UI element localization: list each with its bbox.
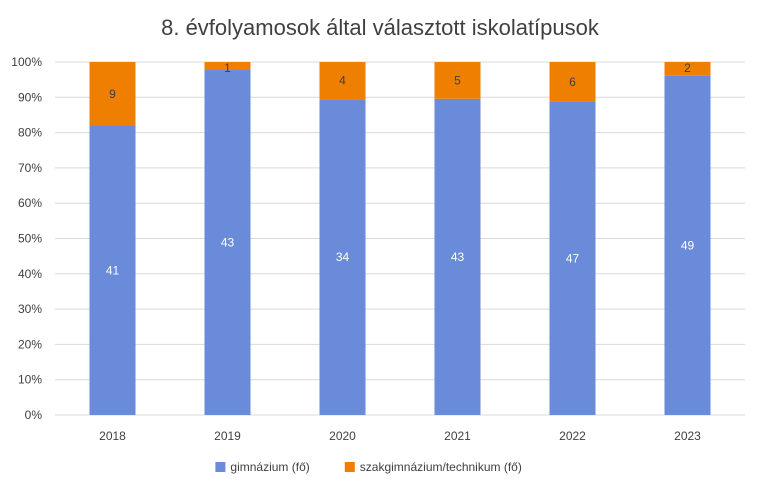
legend: gimnázium (fő) szakgimnázium/technikum (f… [215, 460, 522, 474]
data-label: 6 [569, 75, 576, 89]
y-tick-label: 60% [18, 196, 42, 210]
bar-segment-szakgimnazium-2019 [204, 62, 251, 71]
x-tick-label: 2022 [559, 429, 586, 443]
bar-segment-gimnazium-2021 [434, 98, 481, 415]
x-tick-label: 2018 [99, 429, 126, 443]
bar-segment-szakgimnazium-2022 [549, 62, 596, 102]
data-label: 41 [106, 263, 120, 277]
legend-label: gimnázium (fő) [230, 460, 309, 474]
bars: 41 9 43 1 34 4 43 5 47 6 49 2 [89, 61, 711, 415]
bar-segment-szakgimnazium-2020 [319, 62, 366, 100]
data-label: 2 [684, 61, 691, 75]
data-label: 4 [339, 74, 346, 88]
y-tick-label: 20% [18, 337, 42, 351]
y-tick-label: 30% [18, 302, 42, 316]
y-tick-label: 90% [18, 90, 42, 104]
y-tick-label: 50% [18, 232, 42, 246]
y-tick-label: 10% [18, 373, 42, 387]
bar-segment-gimnazium-2022 [549, 101, 596, 415]
bar-segment-szakgimnazium-2018 [89, 62, 136, 126]
bar-segment-szakgimnazium-2021 [434, 62, 481, 99]
y-tick-label: 40% [18, 267, 42, 281]
data-label: 47 [566, 251, 580, 265]
legend-swatch [344, 462, 355, 472]
x-tick-label: 2023 [674, 429, 701, 443]
bar-segment-gimnazium-2023 [664, 75, 711, 415]
legend-label: szakgimnázium/technikum (fő) [360, 460, 522, 474]
gridlines [55, 61, 745, 416]
bar-segment-gimnazium-2020 [319, 99, 366, 415]
legend-swatch [215, 462, 226, 472]
x-axis: 2018 2019 2020 2021 2022 2023 [99, 429, 701, 443]
data-label: 49 [681, 238, 695, 252]
bar-segment-szakgimnazium-2023 [664, 62, 711, 76]
chart-title: 8. évfolyamosok által választott iskolat… [161, 15, 600, 40]
y-tick-label: 80% [18, 126, 42, 140]
data-label: 43 [451, 250, 465, 264]
y-tick-label: 100% [11, 55, 42, 69]
x-tick-label: 2019 [214, 429, 241, 443]
y-axis: 0% 10% 20% 30% 40% 50% 60% 70% 80% 90% 100% [11, 55, 42, 422]
data-label: 5 [454, 73, 461, 87]
y-tick-label: 70% [18, 161, 42, 175]
y-tick-label: 0% [25, 408, 43, 422]
data-label: 43 [221, 236, 235, 250]
data-label: 9 [109, 87, 116, 101]
x-tick-label: 2021 [444, 429, 471, 443]
data-label: 34 [336, 250, 350, 264]
bar-segment-gimnazium-2019 [204, 70, 251, 415]
x-tick-label: 2020 [329, 429, 356, 443]
bar-segment-gimnazium-2018 [89, 125, 136, 415]
data-label: 1 [224, 61, 231, 75]
